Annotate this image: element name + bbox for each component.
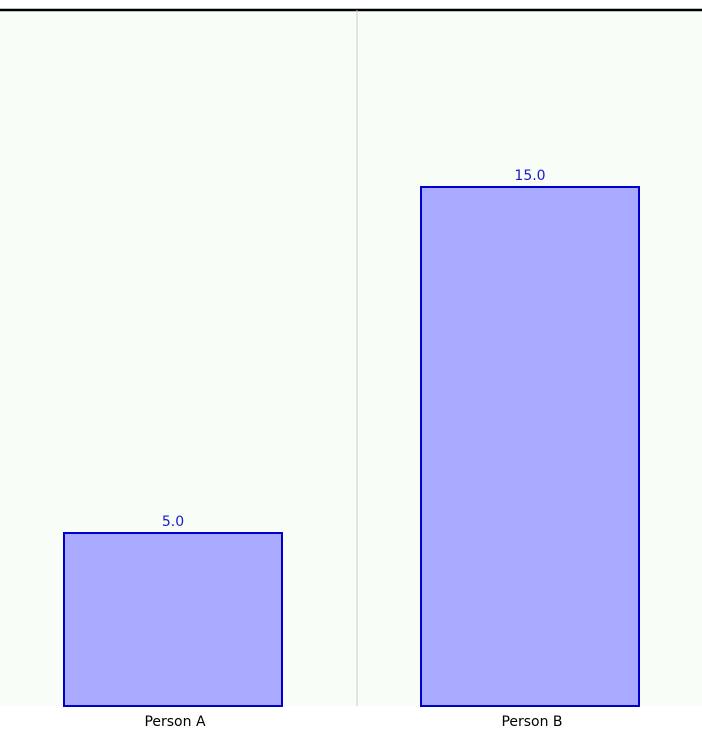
value-label: 5.0 xyxy=(162,514,184,530)
bar-person-a xyxy=(63,532,283,707)
value-label: 15.0 xyxy=(514,168,545,184)
category-label: Person A xyxy=(144,714,205,730)
bar-person-b xyxy=(420,186,640,707)
bars-layer xyxy=(63,186,640,707)
category-label: Person B xyxy=(501,714,562,730)
labels-layer: 5.0 Person A 15.0 Person B xyxy=(144,168,562,730)
